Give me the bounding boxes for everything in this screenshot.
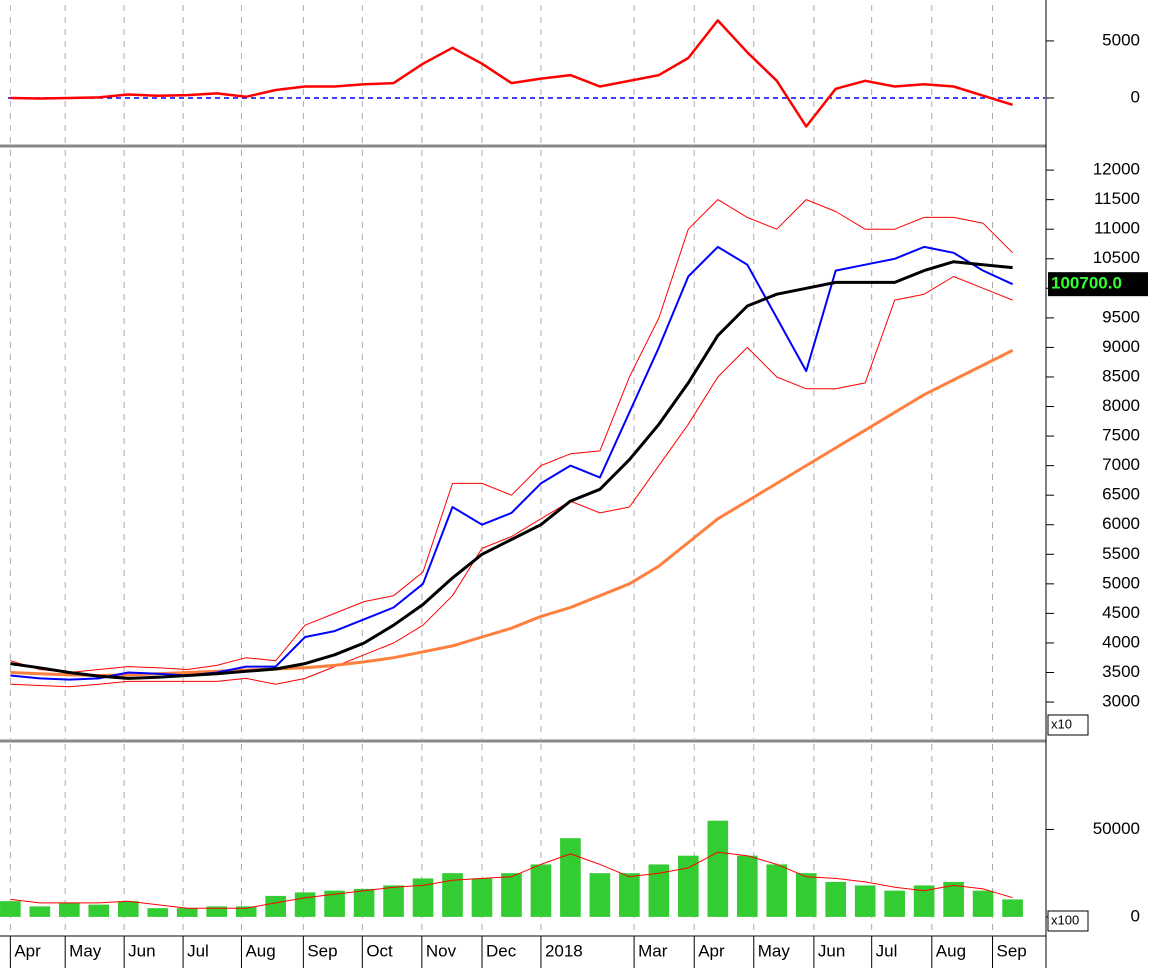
y-tick-label: 4500 xyxy=(1102,603,1140,622)
volume-bar xyxy=(913,885,935,917)
volume-bar xyxy=(383,885,404,917)
last-value-box xyxy=(1048,272,1148,297)
volume-bar xyxy=(884,890,905,917)
y-tick-label: 11000 xyxy=(1094,219,1140,238)
volume-bar xyxy=(589,873,611,917)
x-tick-label: Apr xyxy=(14,941,41,960)
unit-label: x10 xyxy=(1051,716,1072,731)
x-tick-label: Mar xyxy=(638,941,668,960)
series-line xyxy=(10,349,1014,677)
volume-bar xyxy=(943,881,964,917)
volume-bar xyxy=(58,902,80,917)
volume-bar xyxy=(0,901,21,917)
volume-bar xyxy=(736,855,758,917)
volume-bar xyxy=(88,904,110,917)
y-tick-label: 6000 xyxy=(1102,514,1140,533)
y-tick-label: 11500 xyxy=(1094,189,1140,208)
x-tick-label: Oct xyxy=(366,941,393,960)
volume-bar xyxy=(707,820,729,917)
volume-bar xyxy=(795,873,817,917)
x-tick-label: Jul xyxy=(876,941,898,960)
volume-bar xyxy=(648,864,670,917)
y-tick-label: 8500 xyxy=(1102,366,1140,385)
y-tick-label: 7500 xyxy=(1102,426,1140,445)
x-tick-label: 2018 xyxy=(545,941,583,960)
y-tick-label: 9500 xyxy=(1102,307,1140,326)
volume-bar xyxy=(353,888,375,917)
series-line xyxy=(10,276,1013,688)
y-tick-label: 4000 xyxy=(1102,632,1140,651)
volume-bar xyxy=(678,855,699,917)
y-tick-label: 9000 xyxy=(1102,337,1140,356)
unit-box xyxy=(1047,910,1089,932)
volume-bar xyxy=(265,895,286,917)
volume-bar xyxy=(117,901,139,917)
y-tick-label: 5500 xyxy=(1102,544,1140,563)
y-tick-label: 10500 xyxy=(1093,248,1140,267)
x-tick-label: Sep xyxy=(997,941,1027,960)
y-tick-label: 3500 xyxy=(1102,662,1140,681)
volume-bar xyxy=(619,873,640,917)
volume-bar xyxy=(206,906,228,917)
x-tick-label: Jun xyxy=(128,941,155,960)
volume-bar xyxy=(501,873,522,917)
y-tick-label: 12000 xyxy=(1093,160,1140,179)
volume-bar xyxy=(176,908,198,917)
y-tick-label: 50000 xyxy=(1093,819,1140,838)
x-tick-label: May xyxy=(758,941,791,960)
volume-bar xyxy=(29,906,51,917)
x-tick-label: Apr xyxy=(698,941,725,960)
x-tick-label: Jul xyxy=(187,941,209,960)
last-value-label: 100700.0 xyxy=(1051,274,1122,293)
y-tick-label: 3000 xyxy=(1102,692,1140,711)
series-line xyxy=(10,199,1013,673)
volume-bar xyxy=(442,873,463,917)
series-line xyxy=(10,19,1013,128)
x-tick-label: Nov xyxy=(426,941,457,960)
volume-bar xyxy=(766,864,788,917)
y-tick-label: 7000 xyxy=(1102,455,1140,474)
x-tick-label: Aug xyxy=(245,941,275,960)
series-line xyxy=(10,260,1013,680)
x-tick-label: Aug xyxy=(936,941,966,960)
volume-bar xyxy=(1002,899,1023,917)
volume-bar xyxy=(147,908,169,917)
unit-label: x100 xyxy=(1051,912,1079,927)
y-tick-label: 8000 xyxy=(1102,396,1140,415)
volume-bar xyxy=(324,890,345,917)
unit-box xyxy=(1047,714,1089,736)
volume-bar xyxy=(825,881,847,917)
volume-bar xyxy=(560,838,581,917)
volume-bar xyxy=(294,892,316,917)
y-tick-label: 6500 xyxy=(1102,485,1140,504)
x-tick-label: May xyxy=(69,941,102,960)
x-tick-label: Dec xyxy=(486,941,517,960)
volume-bar xyxy=(854,885,876,917)
y-tick-label: 5000 xyxy=(1102,573,1140,592)
volume-bar xyxy=(972,890,994,917)
y-tick-label: 0 xyxy=(1131,906,1140,925)
volume-bar xyxy=(235,906,257,917)
y-tick-label: 5000 xyxy=(1102,30,1140,49)
volume-bar xyxy=(530,864,552,917)
series-line xyxy=(10,851,1013,909)
x-tick-label: Jun xyxy=(818,941,845,960)
y-tick-label: 0 xyxy=(1131,87,1140,106)
x-tick-label: Sep xyxy=(307,941,337,960)
volume-bar xyxy=(412,878,434,917)
volume-bar xyxy=(471,878,493,917)
